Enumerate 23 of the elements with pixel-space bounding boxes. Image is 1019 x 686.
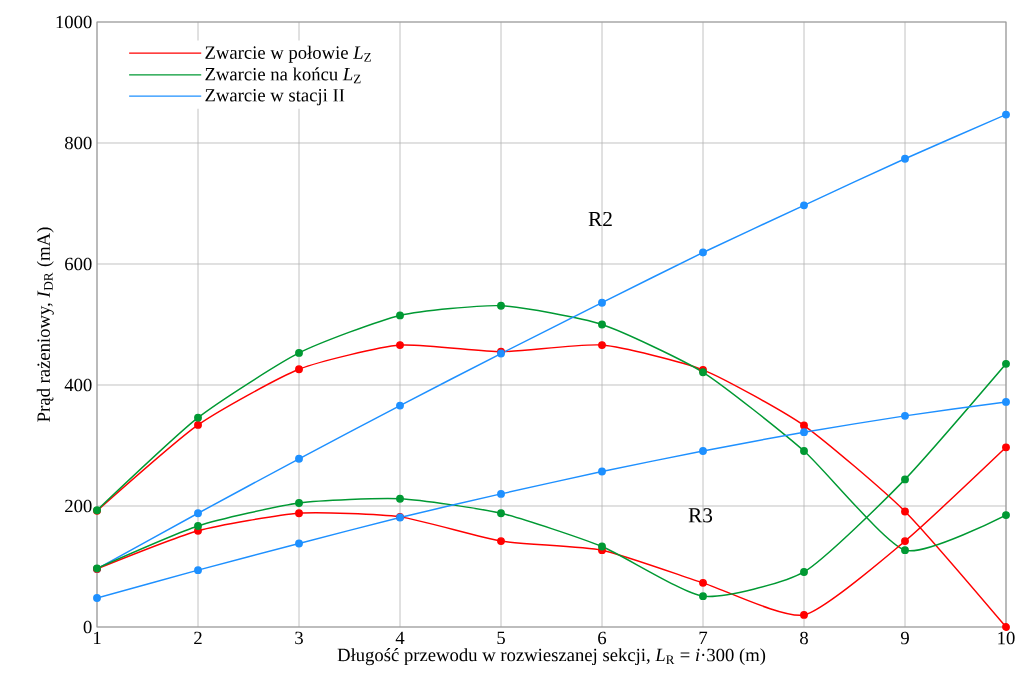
x-tick-label: 6 <box>598 631 607 645</box>
annotation: R2 <box>588 211 612 227</box>
legend-label: Zwarcie w stacji II <box>205 89 345 106</box>
x-tick-label: 7 <box>699 631 708 644</box>
x-tick-label: 1 <box>93 631 101 645</box>
y-tick-label: 400 <box>64 378 92 392</box>
y-tick-label: 200 <box>65 499 92 513</box>
y-axis-title: Prąd rażeniowy, I$_{DR}$ (mA) <box>36 227 54 422</box>
x-tick-label: 9 <box>900 631 909 645</box>
y-tick-label: 800 <box>65 136 92 150</box>
x-tick-label: 3 <box>295 631 303 645</box>
annotation: R3 <box>688 508 713 523</box>
x-axis-title: Długość przewodu w rozwieszanej sekcji, L$_{R}$ = i·300 (m) <box>337 648 766 666</box>
legend-label: Zwarcie na końcu L$_{Z}$ <box>205 67 361 84</box>
y-tick-label: 1000 <box>56 15 92 29</box>
legend-label: Zwarcie w połowie L$_{Z}$ <box>205 45 371 63</box>
y-tick-label: 600 <box>65 257 92 271</box>
x-tick-label: 10 <box>998 631 1015 645</box>
x-tick-label: 4 <box>395 631 405 644</box>
x-tick-label: 5 <box>497 631 505 645</box>
x-tick-label: 2 <box>194 631 202 645</box>
x-tick-label: 8 <box>800 631 808 645</box>
y-tick-label: 0 <box>83 620 92 634</box>
